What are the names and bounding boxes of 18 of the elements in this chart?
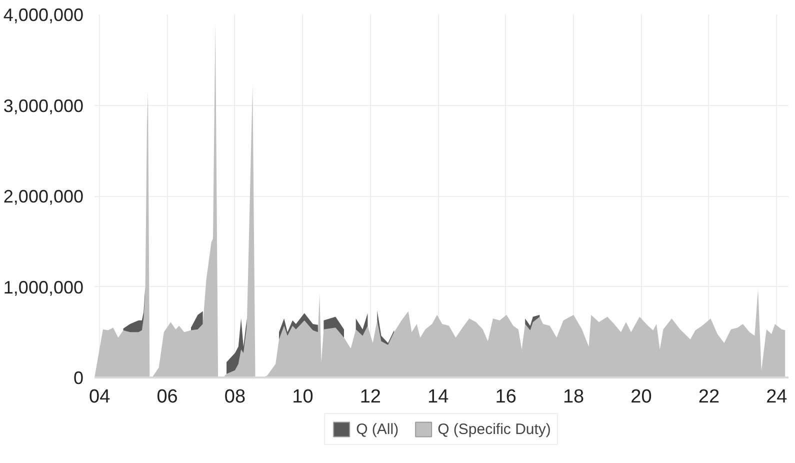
y-tick-label: 0 (73, 368, 84, 388)
x-tick-label: 06 (156, 386, 178, 408)
x-tick-label: 10 (292, 386, 314, 408)
x-tick-label: 22 (698, 386, 720, 408)
x-tick-label: 16 (495, 386, 516, 408)
legend-label: Q (All) (356, 420, 399, 438)
legend-label: Q (Specific Duty) (438, 420, 551, 438)
x-tick-label: 08 (224, 386, 246, 408)
y-tick-label: 4,000,000 (3, 5, 84, 25)
x-tick-label: 20 (630, 386, 652, 408)
y-tick-label: 1,000,000 (3, 277, 84, 298)
x-tick-label: 24 (766, 386, 788, 408)
y-tick-label: 3,000,000 (3, 96, 84, 116)
x-tick-label: 12 (360, 386, 381, 408)
x-tick-label: 14 (428, 386, 450, 408)
x-tick-label: 18 (562, 386, 584, 408)
y-tick-label: 2,000,000 (3, 186, 84, 206)
x-tick-label: 04 (89, 386, 111, 408)
